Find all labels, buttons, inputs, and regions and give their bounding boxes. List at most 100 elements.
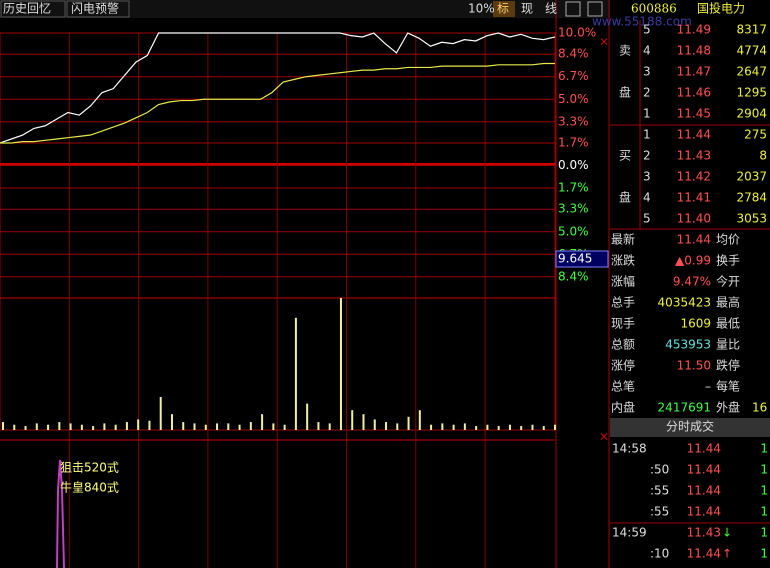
stat-label: 最低 — [716, 317, 740, 331]
stat-value: 11.44 — [677, 233, 711, 247]
watermark: www.55188.com — [592, 15, 692, 29]
volume-bar — [306, 403, 309, 430]
toolbar — [0, 0, 610, 18]
stat-value: 4035423 — [658, 296, 711, 310]
option[interactable]: 标 — [497, 2, 509, 16]
stat-value: – — [705, 380, 711, 394]
cursor-box — [555, 250, 609, 268]
stock-name: 国投电力 — [697, 1, 745, 16]
button-label[interactable]: 闪电预警 — [71, 1, 119, 16]
volume-bar — [418, 410, 421, 430]
option-active[interactable] — [493, 1, 515, 17]
price: 11.48 — [677, 44, 711, 58]
volume-bar — [261, 414, 264, 430]
button-frame[interactable] — [0, 0, 66, 18]
volume-bar — [249, 422, 252, 430]
volume-bar — [463, 423, 466, 430]
volume-bar — [407, 416, 410, 430]
stat-label: 涨跌 — [611, 253, 635, 268]
y-tick-label: 1.7% — [558, 181, 589, 195]
volume-bar — [486, 424, 489, 430]
volume-bar — [283, 424, 286, 430]
volume-bar — [294, 317, 297, 430]
y-tick-label: 3.3% — [558, 202, 589, 216]
volume-bar — [317, 422, 320, 430]
trade-time: :55 — [650, 505, 669, 519]
stat-value: 1609 — [680, 317, 711, 331]
volume-bar — [272, 423, 275, 430]
stat-label: 涨停 — [611, 358, 635, 373]
stat-label: 总额 — [611, 338, 635, 352]
stat-label: 跌停 — [716, 358, 740, 373]
volume-bar — [182, 422, 185, 430]
stat-label: 外盘 — [716, 400, 740, 415]
volume-bar — [80, 424, 83, 430]
button-frame[interactable] — [66, 0, 130, 18]
volume-bar — [452, 424, 455, 430]
level: 2 — [643, 149, 651, 163]
price: 11.46 — [677, 86, 711, 100]
trade-volume: 1 — [760, 463, 768, 477]
volume-bar — [58, 422, 61, 430]
volume-bar — [475, 426, 478, 430]
y-tick-label: 3.3% — [558, 114, 589, 128]
volume-bar — [114, 424, 117, 430]
option[interactable]: 线 — [545, 2, 557, 16]
trade-time: :55 — [650, 484, 669, 498]
trade-time: 14:58 — [612, 442, 647, 456]
option[interactable]: 现 — [521, 2, 533, 16]
y-tick-label: 0.0% — [558, 158, 589, 172]
volume-bar — [35, 423, 38, 430]
stat-value: 2417691 — [658, 401, 711, 415]
y-tick-label: 5.0% — [558, 92, 589, 106]
trades-header — [610, 418, 770, 437]
price: 11.49 — [677, 23, 711, 37]
price: 11.45 — [677, 107, 711, 121]
level: 3 — [643, 65, 651, 79]
volume-bar — [542, 426, 545, 430]
trade-arrow: ↓ — [722, 526, 732, 540]
volume-bar — [531, 424, 534, 430]
volume-bar — [216, 423, 219, 430]
level: 5 — [643, 212, 651, 226]
price-line — [0, 32, 556, 144]
level: 1 — [643, 128, 651, 142]
volume-bar — [47, 424, 50, 430]
volume: 2904 — [736, 107, 767, 121]
volume-bar — [396, 423, 399, 430]
price: 11.41 — [677, 191, 711, 205]
close-icon[interactable]: × — [599, 35, 609, 49]
stat-label: 每笔 — [716, 379, 740, 394]
volume-bar — [328, 423, 331, 430]
volume-bar — [69, 423, 72, 430]
y-tick-label: 10.0% — [558, 26, 596, 40]
icon[interactable] — [587, 1, 603, 17]
stat-label: 涨幅 — [611, 274, 635, 289]
y-tick-label: 6.7% — [558, 69, 589, 83]
volume-bar — [159, 397, 162, 430]
cursor-label: 9.645 — [558, 252, 592, 266]
volume-bar — [204, 424, 207, 430]
close-icon[interactable]: × — [599, 430, 609, 444]
volume: 275 — [744, 128, 767, 142]
icon[interactable] — [565, 1, 581, 17]
trade-volume: 1 — [760, 484, 768, 498]
option[interactable]: 10% — [468, 2, 495, 16]
volume-bar — [339, 298, 342, 430]
volume-bar — [227, 423, 230, 430]
volume: 2037 — [736, 170, 767, 184]
volume: 1295 — [736, 86, 767, 100]
indicator-label: 狙击520式 — [60, 461, 119, 475]
volume: 3053 — [736, 212, 767, 226]
level: 4 — [643, 191, 651, 205]
volume-bar — [170, 414, 173, 430]
level: 5 — [643, 23, 651, 37]
trade-time: :10 — [650, 547, 669, 561]
stat-value: 16 — [752, 401, 767, 415]
y-tick-label: 8.4% — [558, 47, 589, 61]
level: 2 — [643, 86, 651, 100]
stat-value: 11.50 — [677, 359, 711, 373]
button-label[interactable]: 历史回忆 — [3, 2, 51, 16]
volume-bar — [125, 422, 128, 430]
